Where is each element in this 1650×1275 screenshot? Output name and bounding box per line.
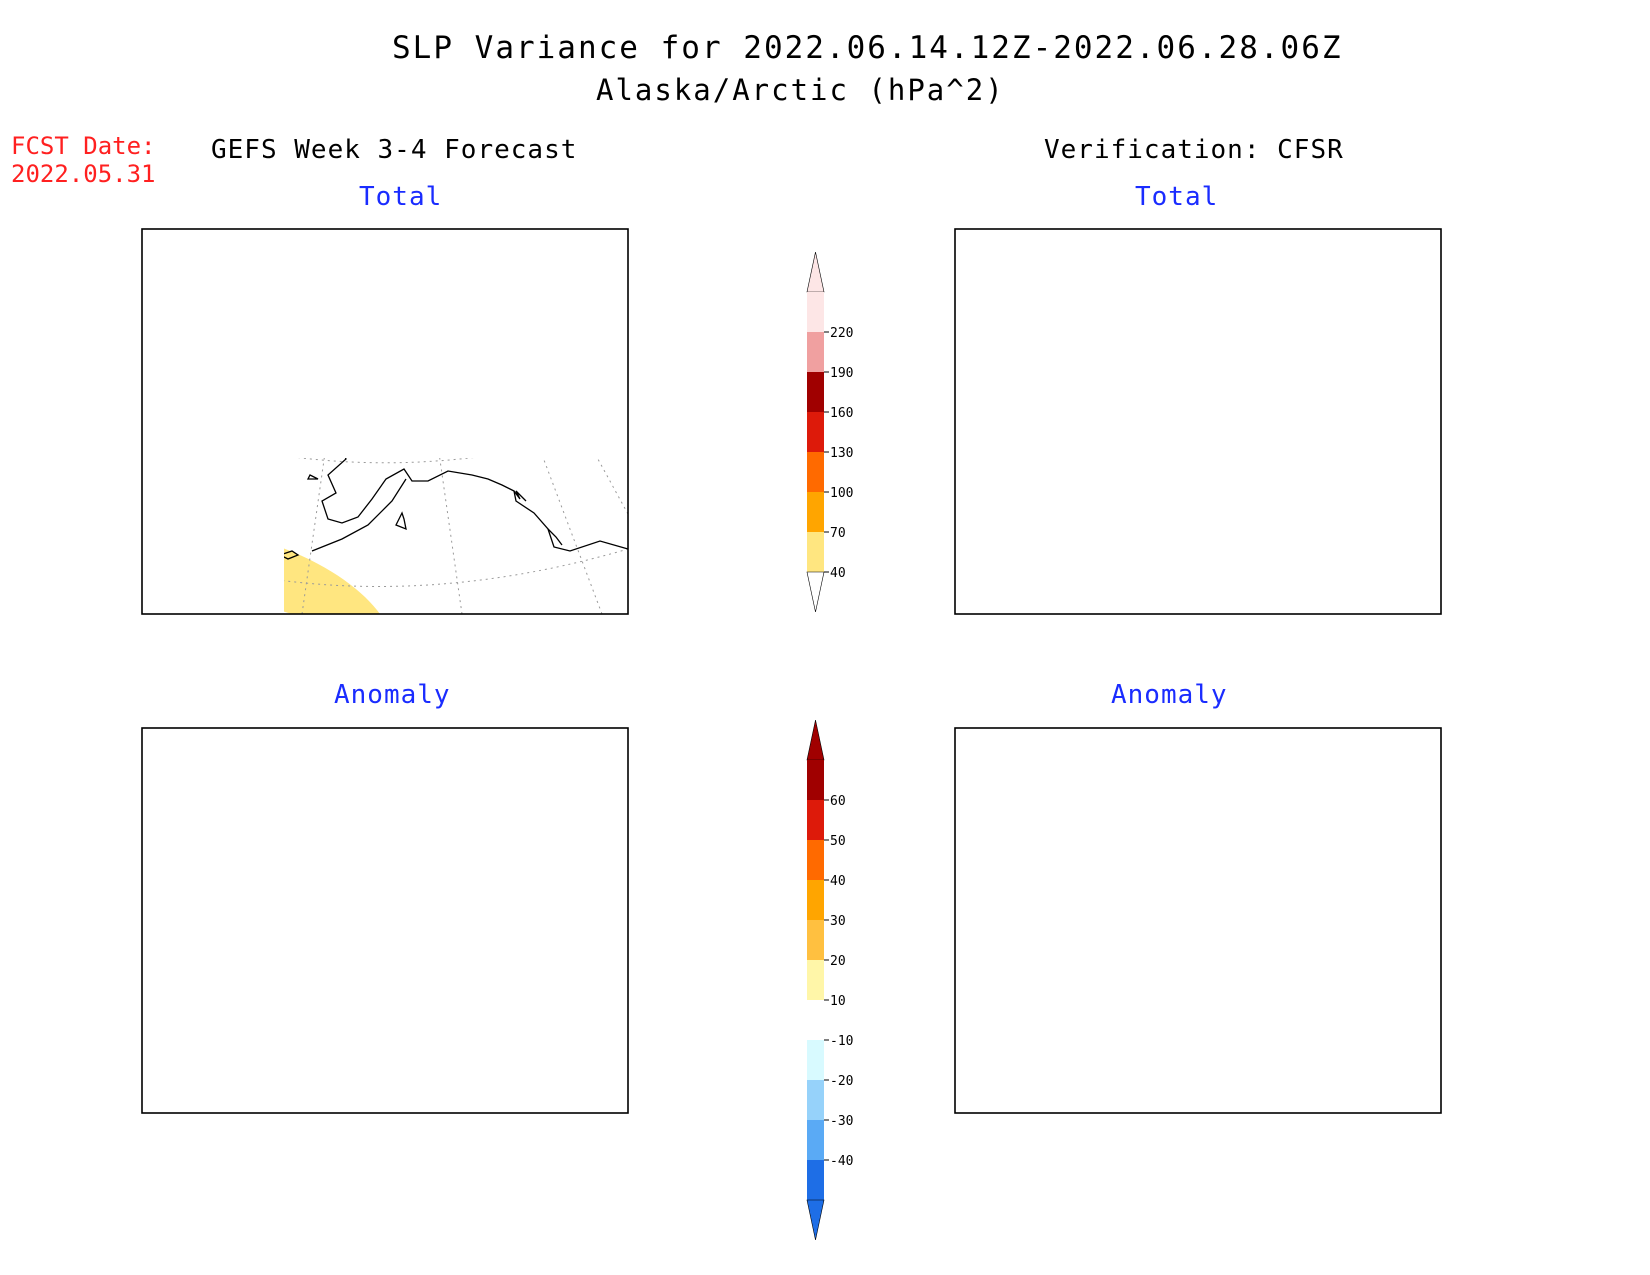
br-fill-neg30-neg20-east (1191, 1018, 1357, 1113)
anomaly-colorbar-swatch (807, 1080, 824, 1120)
anomaly-colorbar-swatch (807, 800, 824, 840)
anomaly-colorbar-swatch (807, 960, 824, 1000)
map-gefs-anomaly (141, 727, 629, 1114)
left-column-title: GEFS Week 3-4 Forecast (211, 135, 578, 165)
anomaly-colorbar-label: 40 (830, 874, 846, 889)
anomaly-colorbar-label: 30 (830, 914, 846, 929)
total-colorbar-swatch (807, 372, 824, 412)
anomaly-colorbar-cap-bottom (806, 1199, 825, 1241)
anomaly-colorbar-swatch (807, 920, 824, 960)
anomaly-colorbar-cap-top (806, 719, 825, 761)
anomaly-colorbar-label: -10 (830, 1034, 853, 1049)
br-fill-neg20-neg10-west (997, 859, 1081, 979)
total-colorbar-cap-bottom (806, 571, 825, 613)
anomaly-colorbar: 60 50 40 30 20 10 -10 -20 -30 -40 (806, 719, 853, 1241)
total-colorbar-swatch (807, 492, 824, 532)
map-cfsr-total (954, 228, 1442, 615)
br-fill-20-30-north (1077, 749, 1189, 835)
total-colorbar-cap-top (806, 251, 825, 293)
anomaly-colorbar-label: -30 (830, 1114, 853, 1129)
br-fill-neg20-neg10-east (1151, 976, 1385, 1113)
total-colorbar-swatch (807, 452, 824, 492)
anomaly-colorbar-label: 20 (830, 954, 846, 969)
panel-title-top-right: Total (1135, 182, 1219, 212)
anomaly-colorbar-label: -20 (830, 1074, 853, 1089)
panel-title-bottom-left: Anomaly (334, 680, 451, 710)
anomaly-colorbar-swatch (807, 760, 824, 800)
total-colorbar-label: 190 (830, 366, 853, 381)
total-colorbar: 220 190 160 130 100 70 40 (806, 251, 853, 613)
total-colorbar-label: 40 (830, 566, 846, 581)
map-gefs-total (141, 228, 629, 615)
total-colorbar-label: 100 (830, 486, 853, 501)
anomaly-colorbar-swatch (807, 840, 824, 880)
total-colorbar-label: 160 (830, 406, 853, 421)
panel-title-bottom-right: Anomaly (1111, 680, 1228, 710)
anomaly-colorbar-label: 60 (830, 794, 846, 809)
tr-fill-40-70-north (1077, 229, 1221, 338)
fcst-date-label: FCST Date: (11, 132, 156, 160)
br-fill-30-40-south (955, 1020, 1107, 1088)
anomaly-colorbar-label: -40 (830, 1154, 853, 1169)
panel-title-top-left: Total (359, 182, 443, 212)
tr-fill-70-100 (955, 532, 1111, 595)
figure-subtitle: Alaska/Arctic (hPa^2) (596, 73, 1005, 107)
bl-fill-neg20-neg10 (276, 962, 432, 1050)
br-fill-40-50-edge (955, 1043, 975, 1058)
anomaly-colorbar-label: 50 (830, 834, 846, 849)
br-fill-30-40-north (1107, 774, 1119, 784)
right-column-title: Verification: CFSR (1044, 135, 1344, 165)
total-colorbar-label: 70 (830, 526, 846, 541)
total-colorbar-label: 220 (830, 326, 853, 341)
anomaly-colorbar-swatch (807, 1000, 824, 1040)
anomaly-colorbar-swatch (807, 1160, 824, 1200)
map-cfsr-anomaly (954, 727, 1442, 1114)
br-fill-20-30-south (955, 982, 1135, 1096)
anomaly-colorbar-label: 10 (830, 994, 846, 1009)
anomaly-colorbar-swatch (807, 880, 824, 920)
total-colorbar-label: 130 (830, 446, 853, 461)
total-colorbar-swatch (807, 292, 824, 332)
total-colorbar-swatch (807, 412, 824, 452)
fcst-date-value: 2022.05.31 (11, 160, 156, 188)
br-fill-10-20-north (1077, 728, 1231, 844)
total-colorbar-swatch (807, 532, 824, 572)
tr-fill-40-70-south (955, 457, 1161, 611)
br-fill-10-20-south (955, 944, 1153, 1102)
anomaly-colorbar-swatch (807, 1120, 824, 1160)
figure-title: SLP Variance for 2022.06.14.12Z-2022.06.… (392, 30, 1343, 66)
tl-fill-40-70 (284, 548, 380, 614)
total-colorbar-swatch (807, 332, 824, 372)
anomaly-colorbar-swatch (807, 1040, 824, 1080)
